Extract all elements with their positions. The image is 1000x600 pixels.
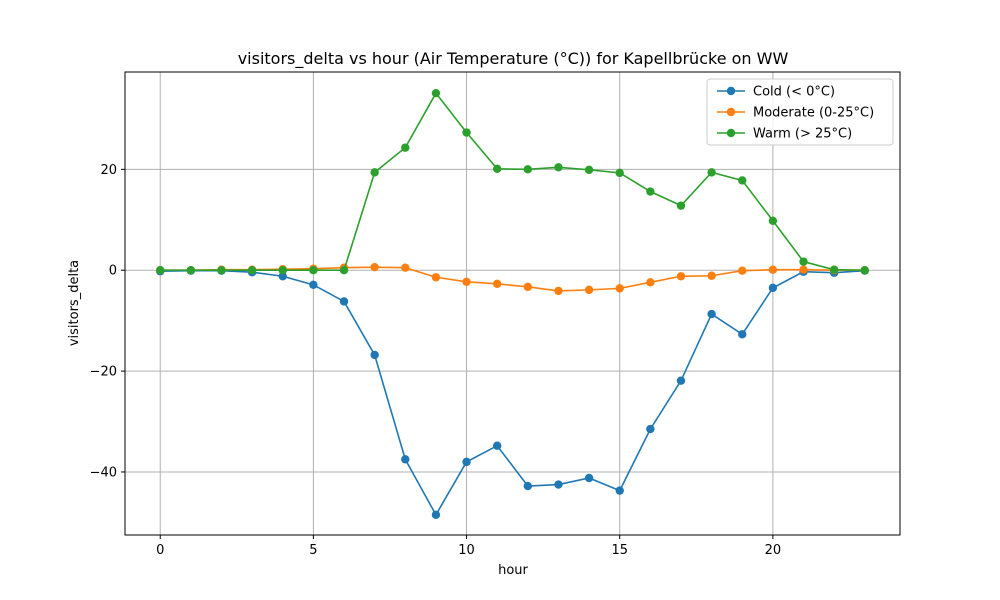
chart-title: visitors_delta vs hour (Air Temperature … [238,49,789,69]
legend-label: Warm (> 25°C) [753,127,852,142]
y-tick-label: −40 [90,465,117,480]
series-1 [156,266,869,520]
x-tick-label: 5 [309,543,317,558]
data-point [431,88,441,98]
data-point [339,297,349,306]
legend-entry: Warm (> 25°C) [717,127,852,142]
series-3 [156,88,869,275]
data-point [799,265,808,274]
data-point [768,265,778,274]
data-point [738,266,747,275]
x-tick-label: 20 [765,543,782,558]
legend-entry: Moderate (0-25°C) [717,106,874,121]
data-point [768,216,778,225]
data-point [738,330,747,339]
data-point [370,168,379,177]
data-point [309,280,318,290]
legend-marker [726,128,736,138]
data-point [462,277,471,287]
data-point [707,271,716,280]
data-point [646,424,655,434]
x-tick-label: 15 [611,543,628,558]
legend: Cold (< 0°C) Moderate (0-25°C) Warm (> 25°… [706,78,894,146]
data-point [431,510,441,520]
data-point [309,266,318,275]
data-point [401,455,410,464]
x-axis-label: hour [498,563,528,578]
tick-layer: 0 5 10 15 20 −40 −20 0 20 [90,163,782,558]
y-tick-label: 0 [109,264,117,279]
data-point [799,257,808,266]
data-point [584,165,594,175]
data-point [247,266,257,275]
data-point [676,272,686,281]
data-point [584,285,594,295]
data-point [860,266,869,275]
data-point [431,273,441,282]
data-point [278,266,287,275]
data-point [370,262,379,272]
series-line [160,269,865,517]
data-point [707,309,716,319]
x-tick-label: 0 [156,543,164,558]
series-layer [156,88,869,520]
data-point [554,286,563,296]
data-point [339,266,349,275]
plot-frame [124,71,901,536]
data-point [707,168,716,177]
data-point [186,266,196,275]
data-point [217,266,226,275]
series-2 [156,262,869,296]
data-point [462,457,471,467]
data-point [492,164,502,174]
series-line [160,91,865,272]
data-point [156,266,165,275]
data-point [646,278,655,287]
data-point [554,480,563,489]
x-tick-label: 10 [458,543,475,558]
y-axis-label: visitors_delta [67,260,82,346]
series-line [160,266,865,292]
legend-label: Moderate (0-25°C) [753,106,874,121]
data-point [646,187,655,196]
data-point [401,143,410,152]
data-point [462,128,471,137]
data-point [615,168,624,178]
legend-box [706,78,894,146]
data-point [829,265,839,274]
data-point [523,481,533,491]
y-tick-label: 20 [100,163,117,178]
data-point [768,283,778,293]
data-point [615,486,624,495]
data-point [492,441,502,450]
y-tick-label: −20 [90,365,117,380]
data-point [278,272,287,281]
data-point [401,263,410,272]
data-point [676,201,686,210]
data-point [554,163,563,172]
data-point [615,284,624,293]
data-point [370,350,379,360]
data-point [523,282,533,292]
data-point [492,279,502,289]
data-point [738,176,747,185]
data-point [676,376,686,385]
legend-entry: Cold (< 0°C) [717,85,835,100]
legend-label: Cold (< 0°C) [753,85,835,100]
legend-marker [726,107,736,117]
legend-marker [726,86,736,96]
data-point [523,165,533,174]
data-point [584,473,594,483]
